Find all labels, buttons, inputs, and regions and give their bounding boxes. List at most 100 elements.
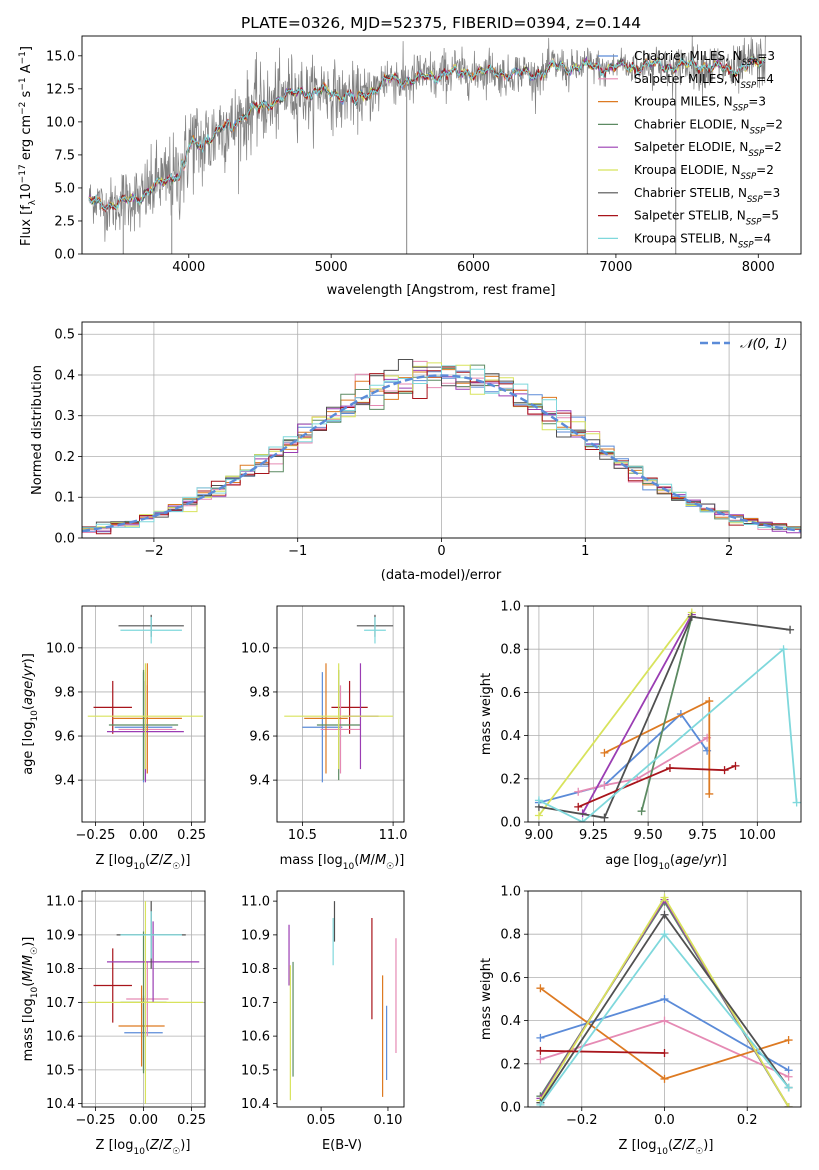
data-point-marker: [687, 612, 696, 621]
plot-area-z-age: [87, 614, 204, 783]
errorbar-point: [120, 617, 182, 644]
x-axis-label: Z [log10(Z/Z☉)]: [96, 1138, 191, 1157]
legend: Chabrier MILES, NSSP=3 Salpeter MILES, NS…: [598, 49, 783, 250]
y-tick-label: 1.0: [500, 600, 521, 615]
data-point-marker: [792, 798, 801, 807]
x-tick-label: 0.05: [307, 1113, 336, 1128]
y-axis-label: mass [log10(M/M☉)]: [21, 937, 40, 1062]
x-tick-label: 0.00: [129, 1113, 158, 1128]
errorbar-point: [108, 669, 179, 781]
x-tick-label: 0.25: [177, 828, 206, 843]
x-tick-label: 5000: [315, 260, 348, 275]
y-tick-label: 0.6: [500, 686, 521, 701]
x-tick-label: 0.00: [129, 828, 158, 843]
data-point-marker: [660, 995, 669, 1003]
y-tick-label: 10.8: [241, 962, 270, 977]
plot-area-age-weight: [534, 608, 801, 822]
data-point-marker: [779, 645, 788, 654]
y-axis-label: age [log10(age/yr)]: [21, 653, 40, 775]
x-tick-label: 1: [581, 544, 589, 559]
data-point-marker: [705, 789, 714, 798]
legend-label: Chabrier MILES, NSSP=3: [634, 49, 775, 68]
y-tick-label: 1.0: [500, 885, 521, 900]
data-point-marker: [660, 893, 669, 902]
data-point-marker: [534, 796, 543, 805]
y-tick-label: 9.6: [249, 730, 270, 745]
y-tick-label: 0.1: [54, 491, 75, 506]
legend-label: Chabrier ELODIE, NSSP=2: [634, 117, 783, 136]
data-point-marker: [637, 807, 646, 816]
data-point-marker: [574, 787, 583, 796]
series-line-salpeter-miles: [577, 737, 708, 793]
data-point-marker: [720, 766, 729, 775]
y-tick-label: 15.0: [46, 49, 75, 64]
data-point-marker: [784, 1036, 793, 1045]
data-point-marker: [784, 1083, 793, 1092]
errorbar-point: [87, 901, 204, 1104]
errorbar-point: [126, 961, 169, 1037]
errorbar-point: [302, 672, 343, 783]
data-point-marker: [660, 930, 669, 939]
errorbar-point: [364, 617, 386, 644]
legend-label: Chabrier STELIB, NSSP=3: [634, 186, 780, 205]
y-axis-label: mass weight: [479, 673, 494, 755]
legend-label: Kroupa STELIB, NSSP=4: [634, 231, 771, 250]
series-line-chabrier-elodie: [640, 616, 693, 812]
y-tick-label: 10.8: [46, 962, 75, 977]
data-point-marker: [600, 813, 609, 822]
y-tick-label: 0.4: [500, 729, 521, 744]
y-tick-label: 9.8: [249, 685, 270, 700]
legend-label: Salpeter ELODIE, NSSP=2: [634, 140, 782, 159]
y-tick-label: 0.2: [500, 772, 521, 787]
axes-z-weight: −0.2 0.0 0.2 0.0 0.2 0.4 0.6 0.8 1.0: [500, 885, 802, 1128]
y-tick-label: 9.8: [54, 685, 75, 700]
x-tick-label: 0.0: [654, 1113, 675, 1128]
y-tick-label: 9.4: [54, 774, 75, 789]
x-axis-label: wavelength [Angstrom, rest frame]: [327, 283, 556, 298]
axes-frame: [527, 605, 802, 823]
y-tick-label: 0.8: [500, 928, 521, 943]
y-tick-label: 0.4: [500, 1014, 521, 1029]
chart-title: PLATE=0326, MJD=52375, FIBERID=0394, z=0…: [241, 14, 641, 32]
axes-z-mass: −0.25 0.00 0.25 10.4 10.5 10.6 10.7 10.8 10.9 11.…: [46, 890, 206, 1128]
series-line-chabrier-miles: [538, 712, 708, 804]
y-tick-label: 9.4: [249, 774, 270, 789]
data-point-marker: [660, 1074, 669, 1083]
errorbar-point: [93, 948, 132, 1023]
x-tick-label: −1: [288, 544, 307, 559]
plot-area-z-mass: [87, 901, 204, 1104]
x-axis-label: Z [log10(Z/Z☉)]: [96, 853, 191, 872]
y-tick-label: 10.6: [46, 1030, 75, 1045]
errorbar-point: [120, 911, 182, 959]
data-point-marker: [536, 1046, 545, 1055]
y-tick-label: 12.5: [46, 82, 75, 97]
y-tick-label: 2.5: [54, 214, 75, 229]
y-tick-label: 10.6: [241, 1030, 270, 1045]
data-point-marker: [660, 1016, 669, 1025]
y-tick-label: 0.4: [54, 368, 75, 383]
x-tick-label: −0.2: [566, 1113, 598, 1128]
data-point-marker: [660, 1049, 669, 1057]
legend-label: Kroupa ELODIE, NSSP=2: [634, 163, 774, 182]
axes-age-weight: 9.00 9.25 9.50 9.75 10.00 0.0 0.2 0.4 0.6 0.8 1.0: [500, 600, 802, 843]
x-tick-label: 11.0: [379, 828, 408, 843]
x-axis-label: age [log10(age/yr)]: [605, 853, 727, 872]
axes-frame: [81, 35, 802, 255]
plot-area-z-weight: [536, 893, 793, 1107]
axes-frame: [276, 605, 405, 823]
normal-curve: [82, 374, 801, 533]
plot-area-residuals: [82, 359, 801, 538]
x-tick-label: 10.5: [288, 828, 317, 843]
x-tick-label: 0.2: [737, 1113, 758, 1128]
y-tick-label: 10.4: [241, 1097, 270, 1112]
hist-step-kroupa-stelib: [82, 365, 801, 534]
axes-spectrum: 4000 5000 6000 7000 8000 0.0 2.5 5.0 7.5 10.0 12.5…: [46, 35, 802, 275]
data-point-marker: [600, 748, 609, 757]
y-tick-label: 0.8: [500, 643, 521, 658]
plot-area-mass-age: [284, 614, 394, 783]
y-axis-label: mass weight: [479, 958, 494, 1040]
y-tick-label: 0.0: [500, 816, 521, 831]
data-point-marker: [731, 761, 740, 770]
series-line-salpeter-elodie: [581, 614, 693, 814]
